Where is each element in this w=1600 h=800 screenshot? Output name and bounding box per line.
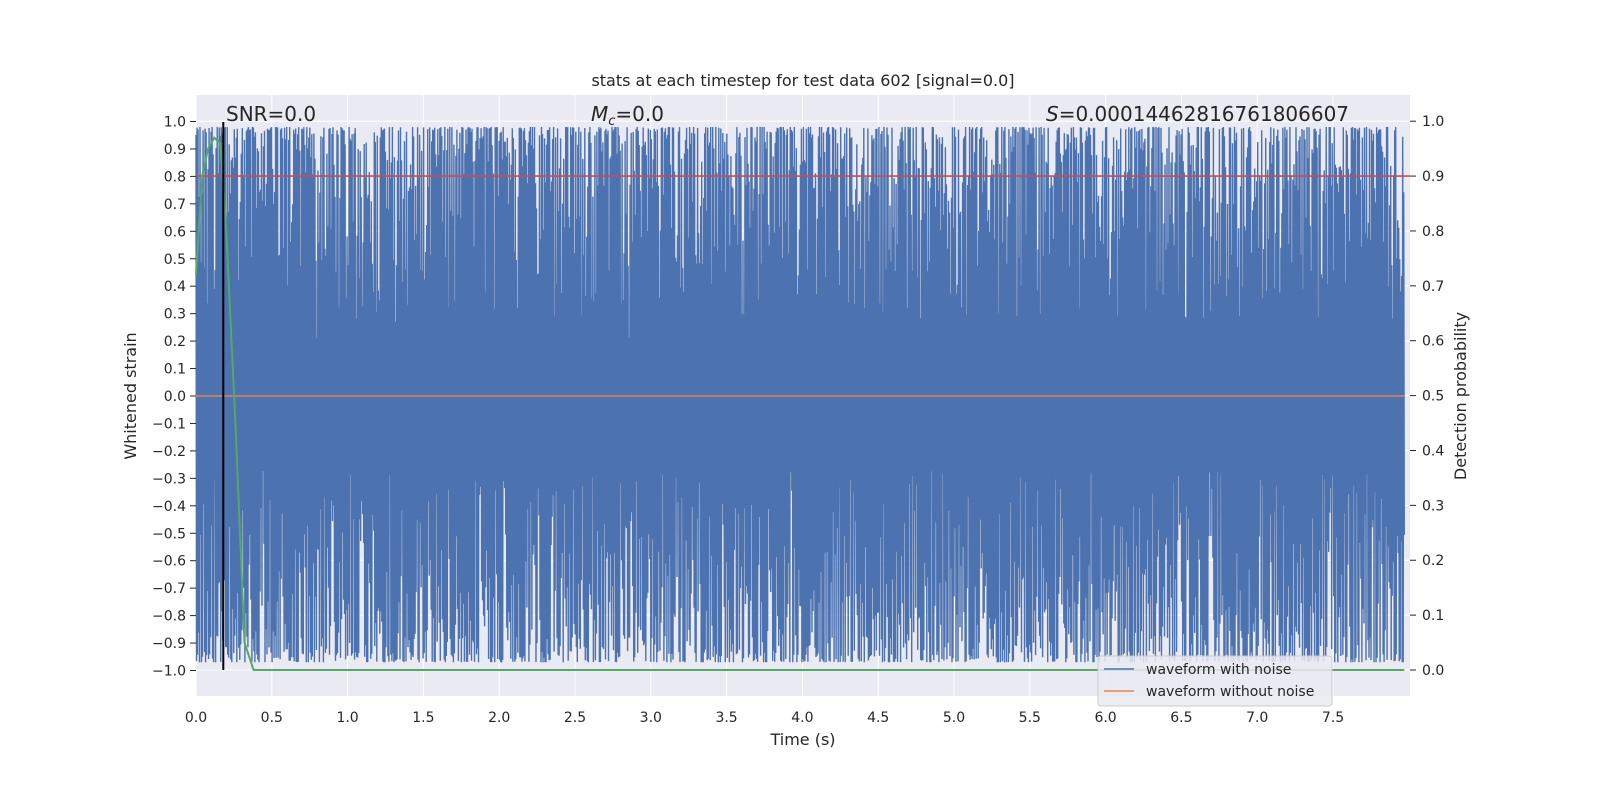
x-tick-label: 4.5 <box>867 710 889 726</box>
y-right-tick-label: 0.0 <box>1422 663 1444 679</box>
y-tick-label: −0.1 <box>152 416 186 432</box>
y-tick-label: 0.9 <box>164 142 186 158</box>
x-tick-label: 5.0 <box>943 710 965 726</box>
s-symbol: S <box>1046 102 1059 126</box>
y-right-tick-label: 0.2 <box>1422 553 1444 569</box>
y-tick-label: 0.1 <box>164 362 186 378</box>
y-tick-label: −0.2 <box>152 444 186 460</box>
x-tick-label: 0.0 <box>185 710 207 726</box>
y-tick-label: 0.8 <box>164 169 186 185</box>
x-tick-label: 0.5 <box>261 710 283 726</box>
x-tick-label: 4.0 <box>791 710 813 726</box>
y-tick-label: 0.0 <box>164 389 186 405</box>
y-axis-label: Whitened strain <box>121 332 140 459</box>
s-annotation: S=0.0001446281676180660​7 <box>1046 102 1349 126</box>
x-tick-label: 2.0 <box>488 710 510 726</box>
y-tick-label: 0.6 <box>164 224 186 240</box>
y-right-tick-label: 0.9 <box>1422 169 1444 185</box>
y-tick-label: −0.9 <box>152 636 186 652</box>
x-axis-ticks: 0.0 0.5 1.0 1.5 2.0 2.5 3.0 3.5 4.0 4.5 5.0 5.5 6.0 6… <box>185 710 1344 726</box>
noise-series <box>196 127 1404 662</box>
y-tick-label: −0.3 <box>152 471 186 487</box>
mc-subscript: c <box>608 114 615 129</box>
y-tick-label: −0.5 <box>152 526 186 542</box>
x-axis-label: Time (s) <box>769 730 835 749</box>
x-tick-label: 5.5 <box>1019 710 1041 726</box>
s-value: =0.0001446281676180660​7 <box>1059 102 1349 126</box>
x-tick-label: 6.0 <box>1094 710 1116 726</box>
y-right-tick-label: 1.0 <box>1422 114 1444 130</box>
y-right-tick-label: 0.7 <box>1422 279 1444 295</box>
y-tick-label: 0.3 <box>164 307 186 323</box>
mc-symbol: M <box>591 102 608 126</box>
y-tick-label: 1.0 <box>164 115 186 131</box>
y-tick-label: −0.4 <box>152 499 186 515</box>
mc-annotation: Mc=0.0 <box>591 102 664 129</box>
x-tick-label: 7.0 <box>1246 710 1268 726</box>
y-tick-label: 0.5 <box>164 252 186 268</box>
y-right-tick-label: 0.1 <box>1422 608 1444 624</box>
y-right-tick-label: 0.8 <box>1422 224 1444 240</box>
legend-label-clean: waveform without noise <box>1146 684 1314 700</box>
y-axis-ticks: 1.0 0.9 0.8 0.7 0.6 0.5 0.4 0.3 0.2 0.1 0.0 −0.1 −0.… <box>152 115 196 680</box>
noise-waveform <box>196 127 1404 662</box>
x-tick-label: 1.0 <box>336 710 358 726</box>
y-tick-label: −0.6 <box>152 554 186 570</box>
y-right-tick-label: 0.4 <box>1422 443 1444 459</box>
legend-label-noise: waveform with noise <box>1146 662 1291 678</box>
x-tick-label: 2.5 <box>564 710 586 726</box>
mc-value: =0.0 <box>615 102 664 126</box>
y-right-axis-label: Detection probability <box>1451 312 1470 480</box>
y-tick-label: −0.7 <box>152 581 186 597</box>
x-tick-label: 3.0 <box>640 710 662 726</box>
legend: waveform with noise waveform without noi… <box>1098 656 1332 706</box>
snr-annotation: SNR=0.0 <box>226 102 316 126</box>
y-right-tick-label: 0.5 <box>1422 389 1444 405</box>
y-right-tick-label: 0.3 <box>1422 498 1444 514</box>
y-tick-label: 0.4 <box>164 279 186 295</box>
y-tick-label: 0.2 <box>164 334 186 350</box>
x-tick-label: 6.5 <box>1170 710 1192 726</box>
y-right-axis-ticks: 1.0 0.9 0.8 0.7 0.6 0.5 0.4 0.3 0.2 0.1 0.0 <box>1410 114 1444 679</box>
y-tick-label: 0.7 <box>164 197 186 213</box>
y-tick-label: −0.8 <box>152 609 186 625</box>
y-tick-label: −1.0 <box>152 664 186 680</box>
x-tick-label: 7.5 <box>1322 710 1344 726</box>
x-tick-label: 1.5 <box>412 710 434 726</box>
x-tick-label: 3.5 <box>715 710 737 726</box>
chart-title: stats at each timestep for test data 602… <box>591 71 1014 90</box>
y-right-tick-label: 0.6 <box>1422 334 1444 350</box>
